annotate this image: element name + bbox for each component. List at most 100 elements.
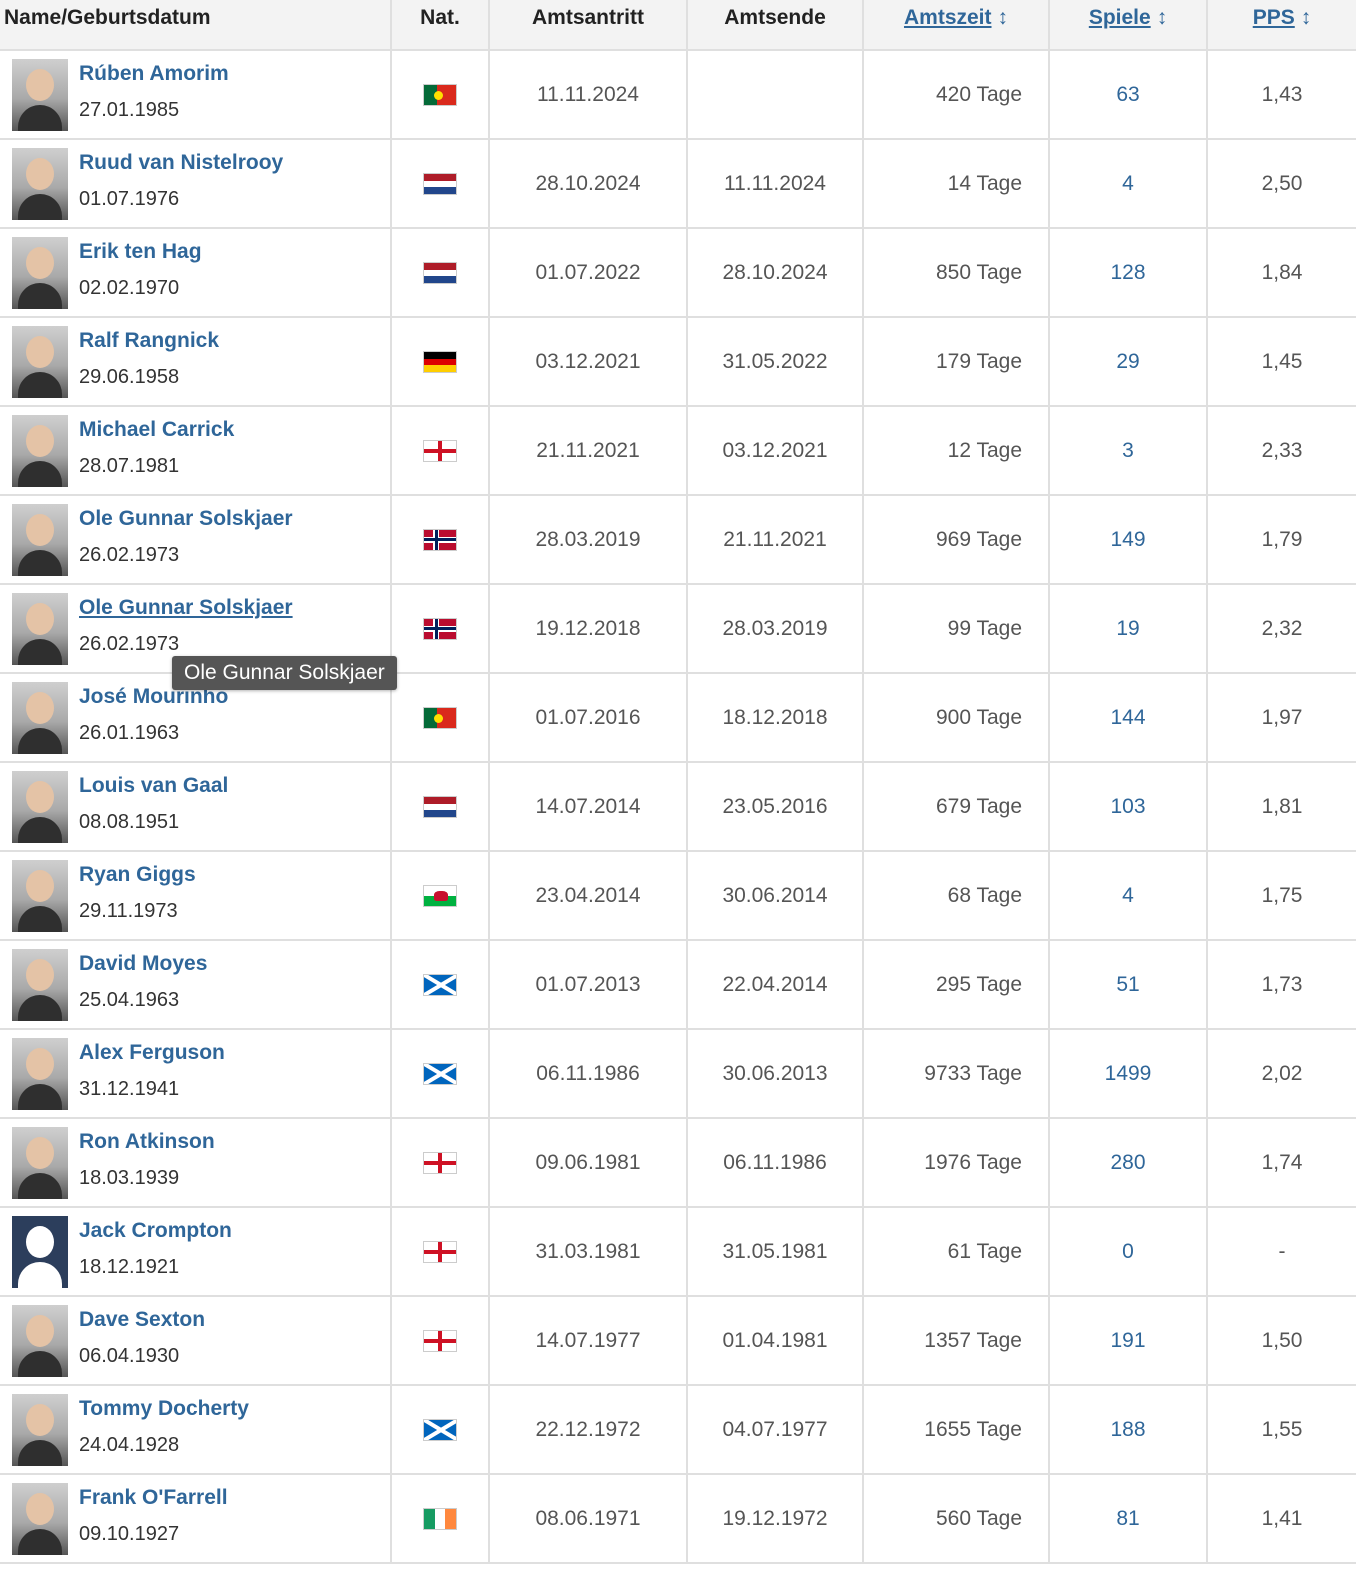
matches-link[interactable]: 280 [1110, 1150, 1146, 1174]
coach-photo[interactable] [12, 1394, 68, 1466]
coach-photo[interactable] [12, 59, 68, 131]
sort-icon[interactable]: ↕ [997, 6, 1009, 29]
sort-pps-link[interactable]: PPS [1252, 6, 1295, 29]
end-date-cell: 23.05.2016 [687, 762, 864, 852]
matches-link[interactable]: 188 [1110, 1417, 1146, 1441]
england-flag-icon [423, 1240, 457, 1263]
coach-name-link[interactable]: Ralf Rangnick [79, 329, 220, 352]
coach-name-link[interactable]: David Moyes [79, 952, 208, 975]
coach-name-link[interactable]: Rúben Amorim [79, 62, 229, 85]
coach-name-link[interactable]: José Mourinho [79, 685, 229, 708]
coach-photo[interactable] [12, 949, 68, 1021]
start-date-cell: 01.07.2013 [489, 940, 688, 1030]
start-date-cell: 14.07.2014 [489, 762, 688, 852]
matches-link[interactable]: 1499 [1104, 1061, 1152, 1085]
matches-link[interactable]: 29 [1116, 349, 1140, 373]
coach-name-link[interactable]: Frank O'Farrell [79, 1486, 228, 1509]
matches-link[interactable]: 3 [1122, 438, 1134, 462]
coach-name-link[interactable]: Tommy Docherty [79, 1397, 249, 1420]
matches-link[interactable]: 63 [1116, 82, 1140, 106]
coach-photo[interactable] [12, 1038, 68, 1110]
coach-name-link[interactable]: Ron Atkinson [79, 1130, 215, 1153]
coach-photo[interactable] [12, 771, 68, 843]
tenure-cell: 679 Tage [863, 762, 1050, 852]
coach-photo[interactable] [12, 860, 68, 932]
ireland-flag-icon [423, 1507, 457, 1530]
coach-name-link[interactable]: Dave Sexton [79, 1308, 206, 1331]
end-date-cell: 21.11.2021 [687, 495, 864, 585]
matches-cell: 188 [1049, 1385, 1208, 1475]
pps-cell: 1,73 [1207, 940, 1356, 1030]
matches-link[interactable]: 19 [1116, 616, 1140, 640]
matches-cell: 1499 [1049, 1029, 1208, 1119]
matches-link[interactable]: 51 [1116, 972, 1140, 996]
coach-name-link[interactable]: Erik ten Hag [79, 240, 202, 263]
matches-cell: 103 [1049, 762, 1208, 852]
matches-link[interactable]: 191 [1110, 1328, 1146, 1352]
pps-cell: 1,45 [1207, 317, 1356, 407]
sort-matches-link[interactable]: Spiele [1088, 6, 1151, 29]
coach-photo[interactable] [12, 593, 68, 665]
header-matches[interactable]: Spiele ↕ [1049, 0, 1208, 51]
matches-link[interactable]: 144 [1110, 705, 1146, 729]
header-name: Name/Geburtsdatum [0, 0, 392, 51]
end-date-cell: 22.04.2014 [687, 940, 864, 1030]
matches-cell: 144 [1049, 673, 1208, 763]
table-row: Alex Ferguson 31.12.1941 06.11.1986 30.0… [0, 1029, 1356, 1119]
start-date-cell: 06.11.1986 [489, 1029, 688, 1119]
coach-name-link[interactable]: Ryan Giggs [79, 863, 196, 886]
coach-photo[interactable] [12, 148, 68, 220]
table-row: Tommy Docherty 24.04.1928 22.12.1972 04.… [0, 1385, 1356, 1475]
sort-icon[interactable]: ↕ [1300, 6, 1312, 29]
table-row: Ole Gunnar Solskjaer 26.02.1973 28.03.20… [0, 495, 1356, 585]
name-cell: Ole Gunnar Solskjaer 26.02.1973 [0, 495, 392, 585]
start-date-cell: 14.07.1977 [489, 1296, 688, 1386]
end-date-cell: 19.12.1972 [687, 1474, 864, 1564]
matches-link[interactable]: 0 [1122, 1239, 1134, 1263]
coach-name-link[interactable]: Ruud van Nistelrooy [79, 151, 284, 174]
matches-link[interactable]: 81 [1116, 1506, 1140, 1530]
matches-link[interactable]: 4 [1122, 171, 1134, 195]
matches-link[interactable]: 103 [1110, 794, 1146, 818]
wales-flag-icon [423, 884, 457, 907]
coach-name-link[interactable]: Jack Crompton [79, 1219, 232, 1242]
coach-photo[interactable] [12, 1305, 68, 1377]
coach-birthdate: 27.01.1985 [79, 99, 180, 121]
coach-name-link[interactable]: Alex Ferguson [79, 1041, 225, 1064]
end-date-cell: 04.07.1977 [687, 1385, 864, 1475]
end-date-cell: 01.04.1981 [687, 1296, 864, 1386]
coach-photo[interactable] [12, 1216, 68, 1288]
matches-cell: 191 [1049, 1296, 1208, 1386]
coach-photo[interactable] [12, 1483, 68, 1555]
coach-name-link[interactable]: Louis van Gaal [79, 774, 229, 797]
coach-name-link[interactable]: Michael Carrick [79, 418, 235, 441]
coach-birthdate: 02.02.1970 [79, 277, 180, 299]
pps-cell: 2,33 [1207, 406, 1356, 496]
norway-flag-icon [423, 617, 457, 640]
pps-cell: 1,81 [1207, 762, 1356, 852]
coach-photo[interactable] [12, 415, 68, 487]
end-date-cell: 03.12.2021 [687, 406, 864, 496]
nationality-cell [391, 495, 490, 585]
header-pps[interactable]: PPS ↕ [1207, 0, 1356, 51]
table-row: Ralf Rangnick 29.06.1958 03.12.2021 31.0… [0, 317, 1356, 407]
sort-icon[interactable]: ↕ [1156, 6, 1168, 29]
matches-link[interactable]: 128 [1110, 260, 1146, 284]
sort-tenure-link[interactable]: Amtszeit [903, 6, 992, 29]
coach-name-link[interactable]: Ole Gunnar Solskjaer [79, 596, 293, 619]
matches-link[interactable]: 4 [1122, 883, 1134, 907]
header-tenure[interactable]: Amtszeit ↕ [863, 0, 1050, 51]
coach-photo[interactable] [12, 237, 68, 309]
coach-photo[interactable] [12, 1127, 68, 1199]
coach-photo[interactable] [12, 504, 68, 576]
matches-link[interactable]: 149 [1110, 527, 1146, 551]
table-header-row: Name/Geburtsdatum Nat. Amtsantritt Amtse… [0, 0, 1356, 51]
tenure-cell: 850 Tage [863, 228, 1050, 318]
table-row: Ron Atkinson 18.03.1939 09.06.1981 06.11… [0, 1118, 1356, 1208]
nationality-cell [391, 317, 490, 407]
coach-name-link[interactable]: Ole Gunnar Solskjaer [79, 507, 293, 530]
coach-photo[interactable] [12, 682, 68, 754]
start-date-cell: 01.07.2016 [489, 673, 688, 763]
coach-photo[interactable] [12, 326, 68, 398]
pps-cell: 2,50 [1207, 139, 1356, 229]
